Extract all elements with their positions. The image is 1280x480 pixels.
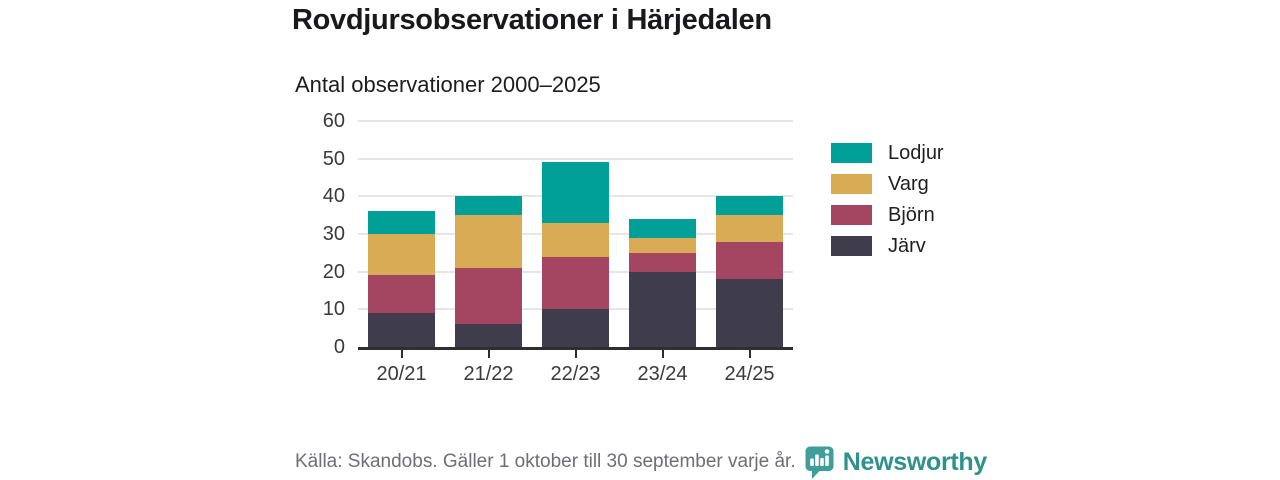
gridline-50	[358, 157, 793, 160]
x-slot-23-24: 23/24	[619, 350, 706, 386]
footer: Källa: Skandobs. Gäller 1 oktober till 3…	[295, 444, 987, 480]
segment-varg-23-24	[629, 237, 696, 253]
segment-björn-24-25	[716, 241, 783, 280]
x-tick	[661, 350, 664, 358]
bar-group-22-23	[532, 121, 619, 347]
y-tick-label-30: 30	[322, 223, 345, 245]
y-axis-labels: 0 10 20 30 40 50 60	[295, 111, 345, 357]
x-tick-label: 20/21	[376, 363, 427, 385]
plot-area	[358, 120, 793, 350]
x-tick-label: 23/24	[637, 363, 688, 385]
segment-järv-23-24	[629, 271, 696, 347]
newsworthy-logo-icon	[805, 446, 834, 479]
y-tick-label-60: 60	[322, 110, 345, 132]
stacked-bar-23-24	[629, 121, 696, 347]
legend-item-varg: Varg	[831, 172, 944, 195]
gridline-60	[358, 120, 793, 122]
x-tick	[400, 350, 403, 358]
legend-label: Björn	[888, 203, 935, 226]
x-tick-label: 21/22	[463, 363, 514, 385]
segment-varg-22-23	[542, 222, 609, 257]
stacked-bar-21-22	[455, 121, 522, 347]
segment-lodjur-20-21	[368, 211, 435, 235]
y-tick-label-20: 20	[322, 260, 345, 283]
y-tick-label-0: 0	[333, 336, 345, 358]
chart-subtitle: Antal observationer 2000–2025	[295, 72, 601, 97]
legend-item-björn: Björn	[831, 203, 944, 226]
legend-label: Varg	[888, 172, 929, 195]
brand: Newsworthy	[804, 445, 987, 480]
legend-swatch-varg	[831, 174, 872, 194]
segment-björn-20-21	[368, 275, 435, 314]
stacked-bar-20-21	[368, 121, 435, 347]
chart-area: 0 10 20 30 40 50 60 Lodjur Varg Björn Järv	[295, 111, 944, 357]
bar-group-23-24	[619, 121, 706, 347]
legend-swatch-björn	[831, 205, 872, 225]
legend-swatch-lodjur	[831, 143, 872, 163]
segment-järv-22-23	[542, 309, 609, 347]
x-tick	[574, 350, 577, 358]
segment-järv-21-22	[455, 324, 522, 347]
segment-järv-20-21	[368, 313, 435, 347]
x-tick	[748, 350, 751, 358]
y-tick-label-40: 40	[322, 185, 345, 208]
x-tick	[487, 350, 490, 358]
x-slot-21-22: 21/22	[445, 350, 532, 386]
x-tick-label: 24/25	[724, 363, 775, 385]
segment-varg-24-25	[716, 215, 783, 242]
legend-label: Järv	[888, 234, 926, 257]
stacked-bar-24-25	[716, 121, 783, 347]
x-slot-22-23: 22/23	[532, 350, 619, 386]
segment-lodjur-24-25	[716, 196, 783, 216]
legend-item-järv: Järv	[831, 234, 944, 257]
x-axis-labels: 20/21 21/22 22/23 23/24 24/25	[358, 350, 793, 386]
brand-name: Newsworthy	[842, 447, 988, 476]
segment-järv-24-25	[716, 279, 783, 347]
legend: Lodjur Varg Björn Järv	[831, 121, 944, 267]
x-tick-label: 22/23	[550, 363, 601, 385]
segment-varg-21-22	[455, 215, 522, 268]
segment-lodjur-22-23	[542, 162, 609, 223]
bar-group-20-21	[358, 121, 445, 347]
segment-björn-22-23	[542, 256, 609, 310]
legend-label: Lodjur	[888, 141, 944, 164]
bar-group-21-22	[445, 121, 532, 347]
y-tick-label-10: 10	[322, 298, 345, 321]
legend-swatch-järv	[831, 236, 872, 256]
segment-lodjur-21-22	[455, 196, 522, 216]
source-note: Källa: Skandobs. Gäller 1 oktober till 3…	[295, 451, 796, 472]
segment-lodjur-23-24	[629, 218, 696, 238]
y-tick-label-50: 50	[322, 147, 345, 170]
x-slot-20-21: 20/21	[358, 350, 445, 386]
stacked-bar-22-23	[542, 121, 609, 347]
bar-group-24-25	[706, 121, 793, 347]
segment-varg-20-21	[368, 234, 435, 276]
page-title: Rovdjursobservationer i Härjedalen	[292, 4, 772, 36]
segment-björn-21-22	[455, 267, 522, 325]
x-slot-24-25: 24/25	[706, 350, 793, 386]
legend-item-lodjur: Lodjur	[831, 141, 944, 164]
bars	[358, 121, 793, 347]
segment-björn-23-24	[629, 252, 696, 272]
